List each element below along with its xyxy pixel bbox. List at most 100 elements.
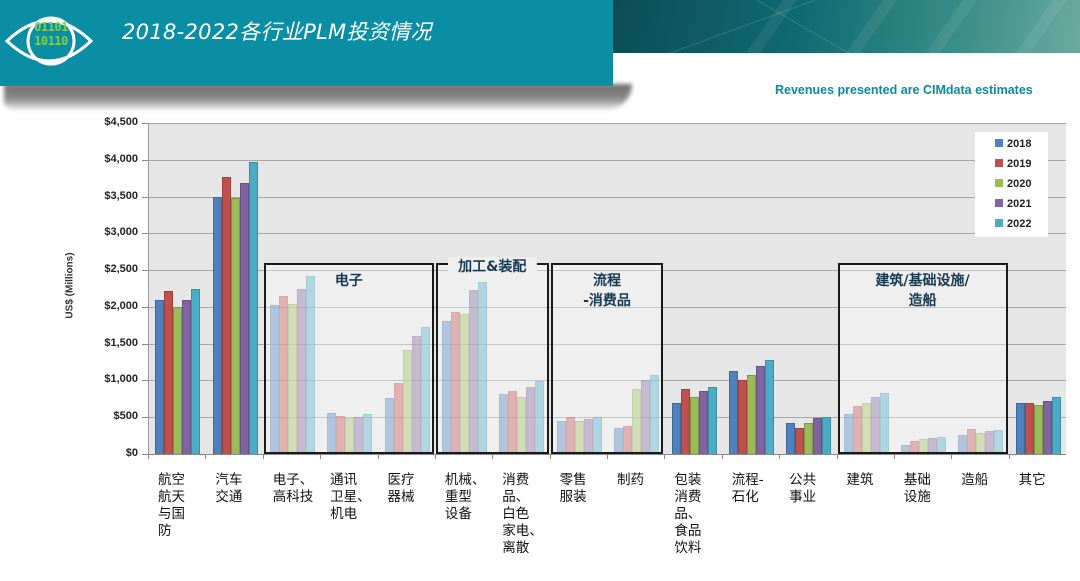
bar-2019	[680, 389, 690, 454]
legend: 2018 2019 2020 2021 2022	[975, 132, 1048, 237]
x-category-label: 通讯 卫星、 机电	[330, 472, 371, 522]
bar-2020	[173, 306, 183, 454]
bar-2021	[411, 336, 421, 454]
y-axis-label: US$ (Millions)	[64, 252, 76, 319]
x-tick-mark	[262, 454, 264, 459]
bar-2022	[994, 429, 1004, 454]
x-tick-mark	[893, 454, 895, 459]
x-tick-mark	[664, 454, 666, 459]
legend-item-2019: 2019	[995, 158, 1031, 172]
bar-2020	[746, 375, 756, 454]
legend-label: 2022	[1007, 218, 1032, 230]
bar-2021	[239, 183, 249, 454]
gridline	[149, 306, 1066, 308]
bar-2021	[870, 397, 880, 454]
estimates-note: Revenues presented are CIMdata estimates	[775, 83, 1033, 97]
y-tick-label: $2,500	[104, 263, 138, 276]
industry-group-box: 加工&装配	[435, 256, 549, 454]
bar-2018	[327, 412, 337, 454]
y-tick-mark	[142, 380, 148, 382]
y-tick-mark	[142, 159, 148, 161]
y-tick-mark	[142, 270, 148, 272]
bar-2020	[976, 432, 986, 454]
legend-swatch	[995, 219, 1003, 227]
x-category-label: 其它	[1018, 472, 1046, 488]
bar-2021	[469, 289, 479, 454]
gridline	[149, 123, 1066, 124]
legend-label: 2020	[1007, 178, 1032, 190]
bar-2021	[583, 418, 593, 454]
category-bar-group	[1015, 123, 1061, 454]
y-tick-mark	[142, 123, 148, 124]
legend-item-2018: 2018	[995, 138, 1031, 152]
x-tick-mark	[607, 454, 608, 459]
bar-2018	[614, 427, 624, 454]
x-tick-mark	[492, 454, 494, 459]
legend-swatch	[995, 199, 1003, 207]
industry-group-title: 电子	[334, 272, 363, 289]
category-bar-group	[327, 123, 373, 454]
legend-swatch	[995, 139, 1003, 147]
bar-2019	[795, 428, 805, 454]
y-tick-label: $1,500	[104, 336, 138, 349]
bar-2021	[641, 380, 651, 454]
industry-group-box: 流程 -消费品	[550, 262, 664, 454]
bar-chart: US$ (Millions) $0 $500 $1,000 $1,500 $2,000 $…	[0, 110, 1080, 581]
plot-area	[148, 123, 1066, 454]
bar-2022	[937, 437, 947, 454]
y-tick-label: $4,500	[104, 116, 138, 128]
x-tick-mark	[951, 454, 953, 459]
category-bar-group	[499, 123, 545, 454]
bar-2021	[985, 431, 995, 454]
bar-2021	[698, 391, 708, 454]
bar-2019	[623, 426, 633, 454]
legend-label: 2019	[1007, 158, 1032, 170]
x-category-label: 消费 品、 白色 家电、 离散	[502, 472, 543, 556]
page-title: 2018-2022各行业PLM投资情况	[122, 20, 432, 44]
y-tick-mark	[142, 196, 148, 198]
bar-2022	[420, 326, 430, 454]
y-tick-label: $0	[125, 447, 138, 459]
bar-2020	[402, 349, 412, 454]
x-category-label: 机械、 重型 设备	[444, 472, 486, 522]
y-tick-mark	[142, 233, 148, 235]
gridline	[149, 270, 1066, 272]
bar-2021	[526, 387, 536, 454]
x-category-label: 汽车 交通	[215, 472, 243, 505]
bar-2018	[786, 423, 796, 454]
x-tick-mark	[836, 454, 838, 459]
bar-2020	[287, 303, 297, 454]
bar-2022	[822, 416, 832, 454]
category-bar-group	[843, 123, 889, 454]
y-tick-label: $2,000	[104, 299, 138, 312]
y-tick-mark	[142, 306, 148, 308]
bar-2018	[269, 305, 279, 454]
category-bar-group	[442, 123, 488, 454]
x-tick-mark	[1008, 454, 1010, 459]
bar-2021	[296, 289, 306, 454]
bar-2021	[928, 437, 938, 454]
bar-2018	[728, 370, 738, 454]
category-bar-group	[614, 123, 660, 454]
bar-2019	[221, 176, 231, 454]
bar-2022	[1051, 396, 1061, 454]
bar-2019	[967, 429, 977, 454]
bar-2022	[305, 276, 315, 454]
bar-2019	[910, 440, 920, 454]
industry-group-title: 建筑/基础设施/ 造船	[875, 272, 970, 309]
bar-2021	[354, 417, 364, 454]
bar-2022	[879, 392, 889, 454]
bar-2022	[707, 387, 717, 454]
bar-2021	[182, 300, 192, 454]
bar-2022	[191, 288, 201, 454]
bar-2018	[901, 445, 911, 454]
gridline	[149, 159, 1066, 161]
category-bar-group	[155, 123, 201, 454]
bar-2020	[861, 402, 871, 454]
bar-2019	[565, 417, 575, 454]
gridline	[149, 380, 1066, 382]
x-category-label: 零售 服装	[559, 472, 587, 505]
category-bar-group	[671, 123, 717, 454]
bar-2019	[278, 295, 288, 454]
bar-2019	[336, 415, 346, 454]
